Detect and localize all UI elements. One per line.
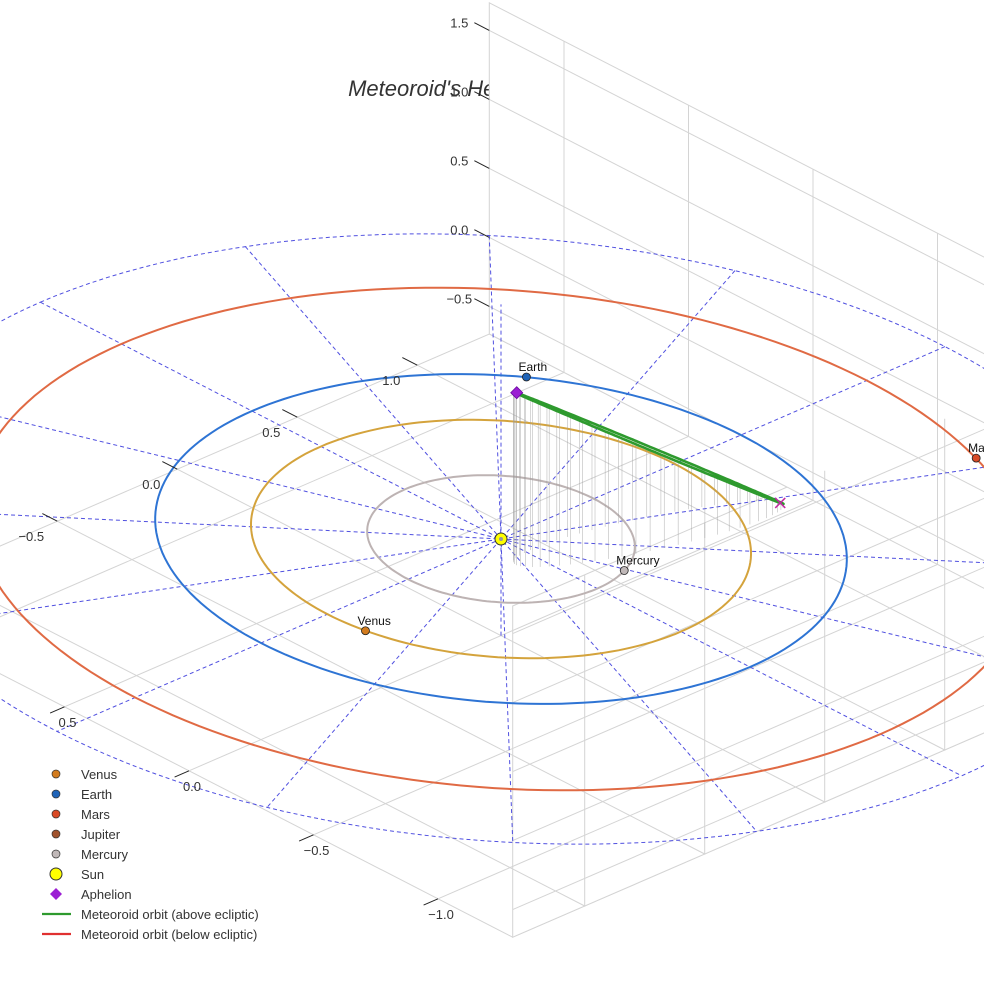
grid-line-y-1 xyxy=(57,520,706,855)
orbit-earth xyxy=(154,373,848,705)
grid-line-y-2 xyxy=(177,468,826,803)
planet-marker-mercury xyxy=(619,566,629,575)
orbit-venus xyxy=(250,418,752,660)
planet-orbits xyxy=(0,286,984,792)
axis-ticks: −1.0−0.50.00.51.0−1.0−0.50.00.51.0−0.50.… xyxy=(18,15,490,922)
x-tick-label-1: −0.5 xyxy=(304,843,330,858)
grid-line-x-3 xyxy=(64,105,689,708)
legend-label-jupiter: Jupiter xyxy=(81,827,121,842)
legend-label-mars: Mars xyxy=(81,807,110,822)
grid-line-y-0 xyxy=(0,574,586,907)
z-tick-label-2: 0.5 xyxy=(450,153,468,168)
y-tick-4 xyxy=(402,357,418,366)
legend-marker-mercury xyxy=(51,849,61,859)
legend-marker-venus xyxy=(51,769,61,779)
legend-label-earth: Earth xyxy=(81,787,112,802)
grid-line-y-4 xyxy=(417,364,984,658)
axis-panes xyxy=(0,1,984,938)
ecliptic-ring xyxy=(0,233,984,845)
planet-marker-earth xyxy=(522,372,531,382)
y-tick-label-4: 1.0 xyxy=(382,373,400,388)
aphelion-marker xyxy=(510,386,524,400)
legend-marker-earth xyxy=(51,789,61,799)
node-cross-b xyxy=(774,497,786,509)
z-tick-1 xyxy=(474,229,490,238)
grid-line-z-1 xyxy=(489,236,984,842)
x-tick-2 xyxy=(174,770,190,778)
grid-line-x-4 xyxy=(0,41,565,618)
x-tick-label-0: −1.0 xyxy=(428,907,454,922)
ecliptic-spoke-5 xyxy=(0,466,984,614)
x-tick-0 xyxy=(423,898,439,906)
legend-marker-aphelion xyxy=(50,888,62,900)
legend-label-mercury: Mercury xyxy=(81,847,128,862)
grid-line-z-0 xyxy=(489,305,984,911)
grid-line-x-1 xyxy=(313,233,938,836)
z-tick-0 xyxy=(474,298,490,307)
grid-line-z-3 xyxy=(489,98,984,704)
planet-marker-venus xyxy=(361,626,370,636)
legend-label-meteoroid-orbit-above-ecliptic: Meteoroid orbit (above ecliptic) xyxy=(81,907,259,922)
planet-label-mars: Mars xyxy=(968,441,984,455)
legend-label-venus: Venus xyxy=(81,767,118,782)
legend: Venus Earth Mars Jupiter Mercury Sun Aphelion M… xyxy=(42,767,259,942)
legend-label-aphelion: Aphelion xyxy=(81,887,132,902)
grid-line-z-4 xyxy=(489,29,984,635)
sun-core xyxy=(499,537,503,541)
x-tick-label-2: 0.0 xyxy=(183,779,201,794)
ecliptic-spoke-0 xyxy=(40,301,962,777)
z-tick-label-4: 1.5 xyxy=(450,15,468,30)
grid-line-x-2 xyxy=(188,169,814,772)
markers: Venus Earth Mars Mercury xyxy=(357,360,984,636)
legend-marker-sun xyxy=(49,867,63,881)
z-tick-4 xyxy=(474,22,490,31)
planet-label-earth: Earth xyxy=(518,360,547,374)
y-tick-label-3: 0.5 xyxy=(262,425,280,440)
planet-marker-mars xyxy=(971,453,981,463)
y-tick-2 xyxy=(162,461,178,470)
y-tick-3 xyxy=(282,409,298,418)
y-tick-1 xyxy=(42,513,58,522)
x-tick-label-3: 0.5 xyxy=(58,715,76,730)
y-tick-label-2: 0.0 xyxy=(142,477,160,492)
legend-marker-jupiter xyxy=(51,829,61,839)
planet-label-mercury: Mercury xyxy=(616,554,659,568)
z-tick-label-3: 1.0 xyxy=(450,84,468,99)
orbit-mercury xyxy=(366,474,636,604)
grid-line-x-0 xyxy=(437,661,984,900)
y-tick-label-1: −0.5 xyxy=(18,529,44,544)
grid-line-y-3 xyxy=(297,416,946,751)
x-tick-1 xyxy=(298,834,314,842)
orbit-mars xyxy=(0,286,984,792)
z-tick-3 xyxy=(474,91,490,100)
orbit-droplines xyxy=(513,391,784,568)
z-tick-label-1: 0.0 xyxy=(450,222,468,237)
legend-label-meteoroid-orbit-below-ecliptic: Meteoroid orbit (below ecliptic) xyxy=(81,927,257,942)
z-tick-label-0: −0.5 xyxy=(446,291,472,306)
z-tick-2 xyxy=(474,160,490,169)
planet-label-venus: Venus xyxy=(357,614,390,628)
legend-label-sun: Sun xyxy=(81,867,104,882)
legend-marker-mars xyxy=(51,809,61,819)
x-tick-3 xyxy=(49,706,65,714)
grid-line-z-2 xyxy=(489,167,984,773)
